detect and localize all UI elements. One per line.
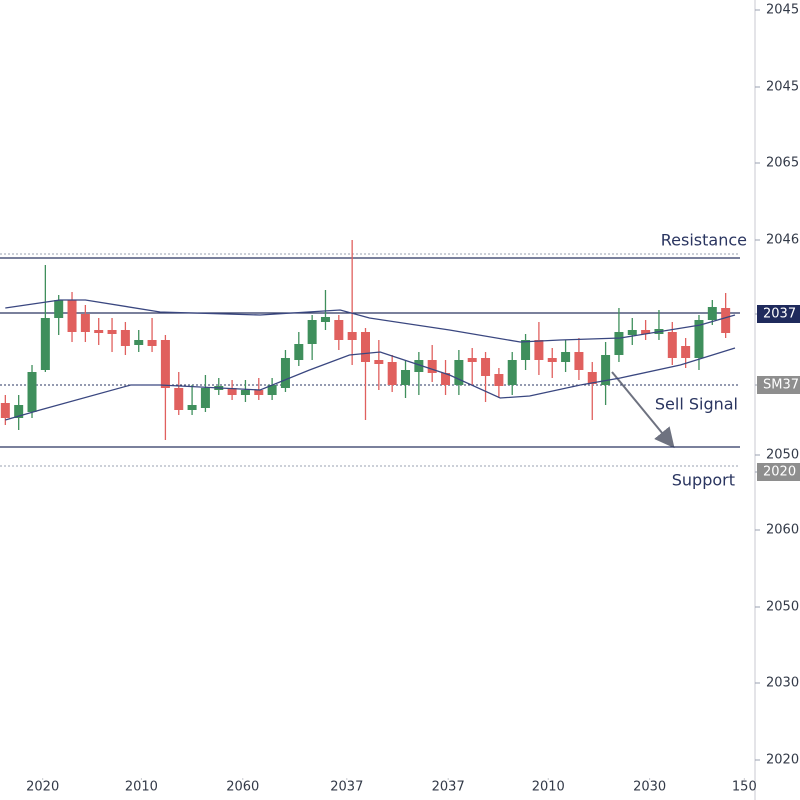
candle-body — [187, 405, 197, 410]
candle-body — [280, 358, 290, 388]
candle-body — [441, 373, 451, 385]
candle-body — [467, 358, 477, 362]
y-tick-label: 2020 — [763, 465, 796, 480]
candle-body — [454, 360, 464, 385]
candle-body — [587, 372, 597, 384]
candle-body — [80, 314, 90, 332]
x-tick-label: 2020 — [26, 780, 59, 795]
candle-body — [294, 344, 304, 360]
y-tick-label: 2046 — [766, 233, 799, 248]
candle-body — [507, 360, 517, 385]
candle-body — [627, 330, 637, 335]
candle-body — [374, 360, 384, 364]
candle-body — [67, 300, 77, 332]
candle-body — [40, 318, 50, 370]
candle-body — [254, 390, 264, 395]
y-tick-label: 2045 — [766, 3, 799, 18]
candle-body — [481, 358, 491, 376]
candle-body — [387, 362, 397, 385]
x-tick-label: 150 — [732, 780, 757, 795]
candle-body — [667, 332, 677, 358]
candle-body — [200, 388, 210, 408]
x-tick-label: 2010 — [125, 780, 158, 795]
candle-body — [107, 330, 117, 334]
candle-body — [427, 360, 437, 373]
price-tag — [757, 305, 800, 323]
candle-body — [614, 332, 624, 355]
sell-signal-label: Sell Signal — [655, 395, 738, 414]
candle-body — [14, 405, 24, 418]
candle-body — [414, 360, 424, 372]
moving-average — [5, 347, 736, 421]
candle-body — [120, 330, 130, 346]
x-tick-label: 2060 — [226, 780, 259, 795]
candle-body — [227, 388, 237, 395]
y-tick-label: 2045 — [766, 80, 799, 95]
resistance-label: Resistance — [661, 231, 747, 250]
candle-body — [174, 388, 184, 410]
x-tick-label: 2037 — [330, 780, 363, 795]
candle-body — [521, 340, 531, 360]
signal-arrow — [611, 371, 675, 449]
candle-body — [320, 317, 330, 322]
candle-body — [347, 332, 357, 340]
candle-body — [134, 340, 144, 345]
candle-body — [641, 330, 651, 334]
candle-body — [160, 340, 170, 388]
y-tick-label: 2060 — [766, 523, 799, 538]
candle-body — [681, 346, 691, 358]
candle-body — [494, 374, 504, 386]
candle-body — [94, 330, 104, 333]
y-tick-label: 2020 — [766, 753, 799, 768]
candle-body — [574, 352, 584, 370]
candle-body — [707, 307, 717, 320]
price-tag — [757, 463, 800, 481]
y-tick-label: 2050 — [766, 600, 799, 615]
candle-body — [0, 403, 10, 418]
y-tick-label: SM37 — [763, 378, 799, 393]
price-tag — [757, 376, 800, 394]
candle-body — [401, 370, 411, 385]
candle-body — [721, 308, 731, 333]
moving-average — [5, 299, 736, 343]
candle-body — [307, 320, 317, 344]
x-tick-label: 2010 — [532, 780, 565, 795]
candle-body — [694, 320, 704, 358]
y-tick-label: 2050 — [766, 448, 799, 463]
candle-body — [267, 385, 277, 395]
candle-body — [360, 332, 370, 362]
candle-body — [534, 340, 544, 360]
candle-body — [27, 372, 37, 412]
y-tick-label: 2030 — [766, 676, 799, 691]
y-tick-label: 2065 — [766, 156, 799, 171]
y-tick-label: 2037 — [763, 307, 796, 322]
candle-body — [561, 352, 571, 362]
x-tick-label: 2030 — [633, 780, 666, 795]
candle-body — [334, 320, 344, 340]
candle-body — [147, 340, 157, 346]
candle-body — [601, 355, 611, 385]
candle-body — [547, 358, 557, 362]
support-label: Support — [672, 471, 735, 490]
candle-body — [240, 390, 250, 395]
x-tick-label: 2037 — [432, 780, 465, 795]
candle-body — [54, 300, 64, 318]
